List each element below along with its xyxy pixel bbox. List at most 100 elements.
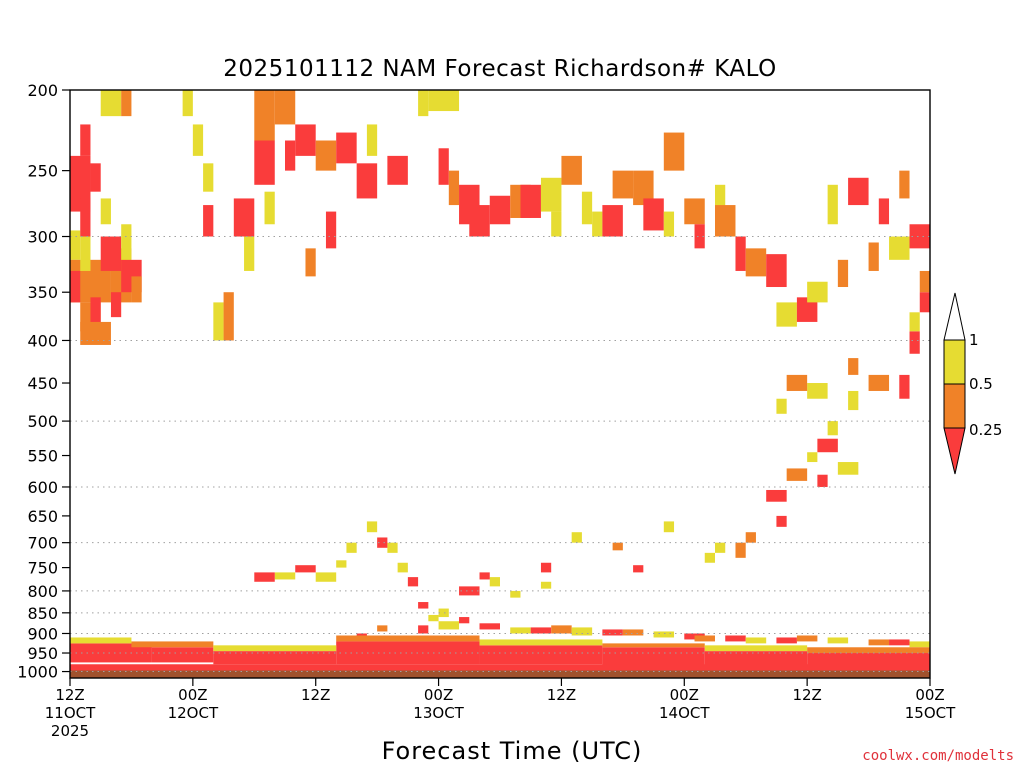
ri-cell-0.25-0.5 — [336, 635, 480, 642]
ri-cell-0.25-0.5 — [745, 532, 756, 543]
y-tick-label-450: 450 — [27, 374, 58, 393]
ri-cell-lt-0.25 — [602, 205, 623, 237]
y-tick-label-500: 500 — [27, 412, 58, 431]
y-tick-label-650: 650 — [27, 507, 58, 526]
ri-cell-0.25-0.5 — [807, 647, 930, 654]
ri-cell-lt-0.25 — [602, 647, 705, 667]
ri-cell-0.5-1 — [387, 542, 398, 553]
x-tick-label-12-2: 12OCT — [168, 704, 219, 722]
ri-cell-0.5-1 — [366, 124, 378, 156]
ri-cell-lt-0.25 — [90, 297, 101, 332]
ri-cell-0.5-1 — [438, 621, 460, 630]
ri-cell-0.5-1 — [397, 562, 408, 573]
ri-cell-0.5-1 — [70, 230, 81, 260]
ri-cell-0.5-1 — [264, 191, 275, 225]
y-tick-label-400: 400 — [27, 331, 58, 350]
ri-cell-lt-0.25 — [909, 331, 920, 354]
ri-cell-lt-0.25 — [489, 195, 511, 225]
ri-cell-0.5-1 — [827, 637, 849, 644]
ri-cell-0.25-0.5 — [223, 292, 234, 341]
ri-cell-lt-0.25 — [776, 637, 797, 644]
chart-title: 2025101112 NAM Forecast Richardson# KALO — [223, 56, 776, 82]
ri-cell-lt-0.25 — [459, 617, 470, 624]
x-tick-label-36-1: 00Z — [424, 686, 453, 704]
x-tick-label-48-1: 12Z — [547, 686, 576, 704]
y-tick-label-850: 850 — [27, 604, 58, 623]
ri-cell-0.25-0.5 — [796, 635, 818, 642]
ri-cell-lt-0.25 — [407, 577, 419, 587]
ri-cell-0.5-1 — [489, 577, 500, 587]
ri-cell-lt-0.25 — [336, 641, 480, 665]
ri-cell-0.5-1 — [274, 572, 296, 580]
ri-cell-0.25-0.5 — [448, 170, 460, 206]
ri-cell-0.25-0.5 — [602, 643, 705, 648]
ri-cell-0.25-0.5 — [561, 155, 582, 185]
ri-cell-0.5-1 — [70, 637, 132, 644]
ri-cell-lt-0.25 — [100, 236, 122, 271]
x-tick-label-60-1: 00Z — [670, 686, 699, 704]
ri-cell-lt-0.25 — [110, 292, 122, 318]
ri-cell-0.5-1 — [715, 542, 726, 553]
ri-cell-0.5-1 — [889, 236, 910, 260]
ri-cell-lt-0.25 — [387, 155, 408, 185]
ri-cell-0.5-1 — [336, 560, 347, 568]
ri-cell-0.5-1 — [909, 641, 930, 648]
below-ground-fill — [70, 670, 930, 678]
x-axis-label: Forecast Time (UTC) — [382, 737, 643, 765]
ri-cell-lt-0.25 — [848, 177, 869, 206]
x-tick-label-0-2: 11OCT — [45, 704, 96, 722]
ri-cell-0.25-0.5 — [868, 374, 890, 391]
ri-cell-lt-0.25 — [735, 236, 746, 271]
boundary-layer-band — [70, 635, 930, 671]
ri-cell-lt-0.25 — [479, 645, 603, 665]
x-tick-label-0-1: 12Z — [55, 686, 84, 704]
x-tick-label-12-1: 00Z — [178, 686, 207, 704]
ri-cell-lt-0.25 — [295, 565, 316, 573]
ri-cell-lt-0.25 — [203, 205, 214, 237]
ri-cell-lt-0.25 — [796, 297, 818, 322]
ri-cell-lt-0.25 — [325, 211, 337, 249]
ri-cell-0.5-1 — [213, 645, 337, 652]
ri-cell-lt-0.25 — [817, 474, 828, 487]
ri-cell-lt-0.25 — [530, 627, 552, 634]
ri-cell-0.25-0.5 — [377, 625, 388, 632]
y-tick-label-1000: 1000 — [17, 663, 58, 682]
ri-cell-lt-0.25 — [479, 623, 500, 630]
ri-cell-0.5-1 — [745, 637, 767, 644]
ri-cell-0.25-0.5 — [612, 542, 623, 551]
ri-cell-0.25-0.5 — [254, 90, 275, 141]
ri-cell-lt-0.25 — [633, 565, 644, 573]
ri-cell-0.5-1 — [100, 198, 111, 225]
ri-cell-lt-0.25 — [889, 639, 910, 646]
ri-cell-0.5-1 — [663, 521, 675, 533]
ri-cell-lt-0.25 — [418, 625, 429, 634]
colorbar-bin-0.5-1 — [943, 339, 966, 385]
ri-cell-lt-0.25 — [694, 224, 705, 249]
ri-cell-0.5-1 — [121, 224, 132, 260]
ri-cell-lt-0.25 — [602, 629, 623, 636]
ri-cell-0.25-0.5 — [745, 248, 767, 277]
ri-cell-0.5-1 — [827, 421, 838, 436]
ri-cell-0.25-0.5 — [694, 635, 715, 642]
ri-cell-0.25-0.5 — [684, 198, 705, 225]
colorbar-bin-below-0.25 — [943, 427, 966, 475]
ri-cell-lt-0.25 — [356, 163, 378, 199]
ri-cell-lt-0.25 — [295, 124, 316, 156]
ri-cell-0.25-0.5 — [131, 276, 142, 303]
ri-cell-lt-0.25 — [254, 572, 275, 582]
ri-cell-0.25-0.5 — [786, 468, 808, 481]
ri-cell-0.5-1 — [704, 552, 715, 563]
ri-cell-0.5-1 — [776, 302, 797, 327]
ri-cell-lt-0.25 — [336, 132, 357, 164]
ri-cell-0.25-0.5 — [121, 90, 132, 117]
ri-cell-lt-0.25 — [704, 651, 808, 667]
colorbar-legend: 1 0.5 0.25 — [943, 292, 1002, 475]
ri-cell-lt-0.25 — [80, 124, 91, 156]
ri-cell-0.25-0.5 — [305, 248, 316, 277]
watermark: coolwx.com/modelts — [862, 748, 1014, 764]
ri-cell-lt-0.25 — [899, 374, 910, 399]
ri-cell-lt-0.25 — [70, 155, 91, 212]
ri-cell-0.25-0.5 — [274, 90, 296, 125]
